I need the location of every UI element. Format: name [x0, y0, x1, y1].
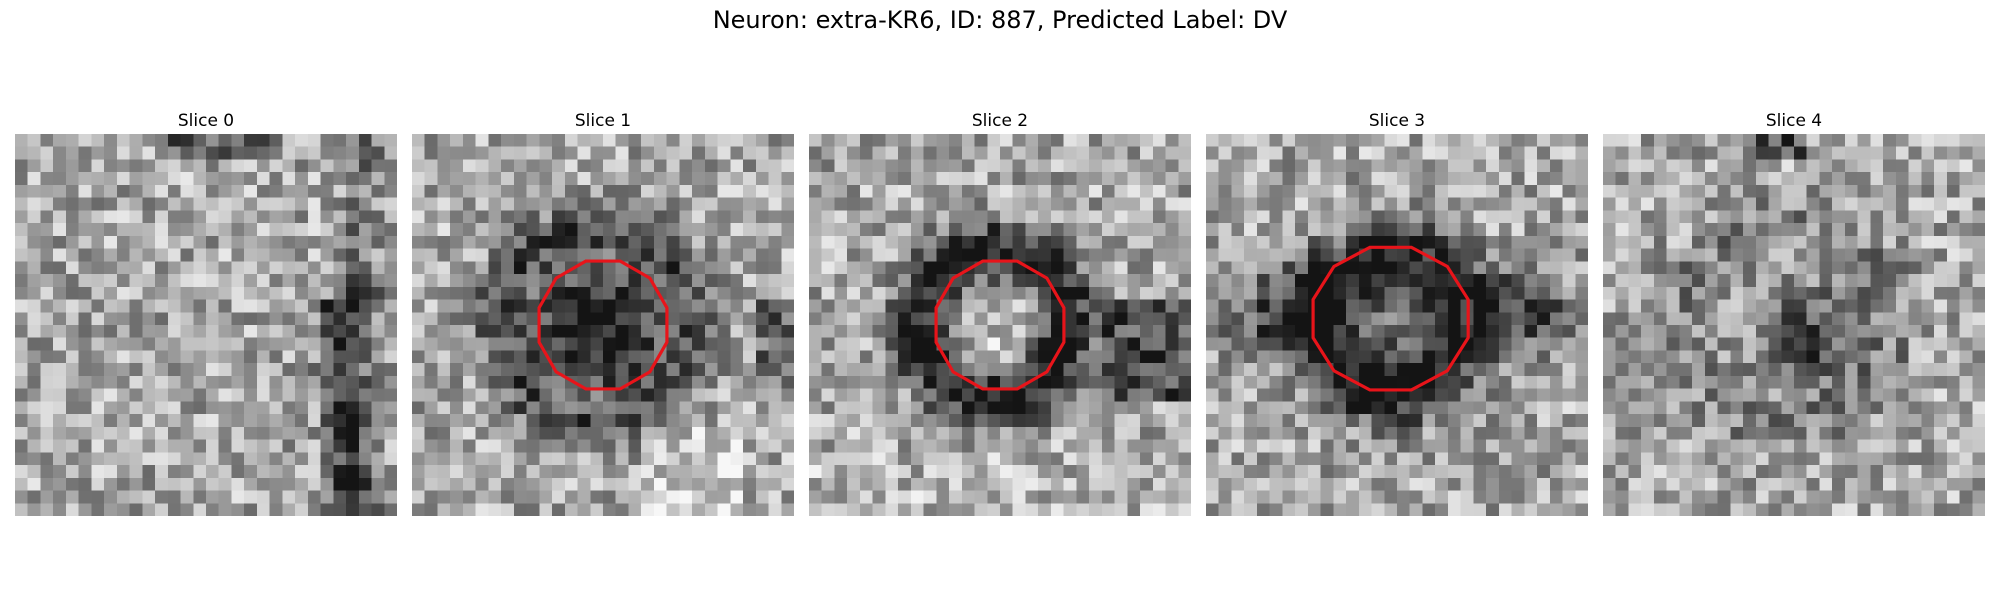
slice-title: Slice 4 [1765, 111, 1823, 131]
slice-image [1206, 134, 1588, 516]
slice-title: Slice 3 [1368, 111, 1426, 131]
slice-panel-2: Slice 2 [809, 108, 1191, 516]
slice-title: Slice 2 [971, 111, 1029, 131]
slice-title: Slice 1 [574, 111, 632, 131]
figure-title: Neuron: extra-KR6, ID: 887, Predicted La… [712, 6, 1288, 34]
slice-panel-4: Slice 4 [1603, 108, 1985, 516]
slice-image [412, 134, 794, 516]
slice-image [1603, 134, 1985, 516]
slice-panel-0: Slice 0 [15, 108, 397, 516]
slice-image [15, 134, 397, 516]
slice-title: Slice 0 [177, 111, 235, 131]
segmentation-contour [537, 259, 669, 391]
segmentation-contour [1311, 245, 1470, 392]
segmentation-contour [934, 259, 1066, 391]
slice-panel-3: Slice 3 [1206, 108, 1588, 516]
slice-panel-1: Slice 1 [412, 108, 794, 516]
slice-image [809, 134, 1191, 516]
